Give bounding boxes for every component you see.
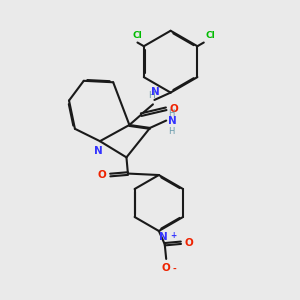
Text: N: N — [159, 232, 168, 242]
Text: H: H — [148, 91, 155, 100]
Text: -: - — [173, 265, 176, 274]
Text: +: + — [170, 231, 176, 240]
Text: N: N — [151, 87, 160, 97]
Text: O: O — [98, 170, 107, 180]
Text: Cl: Cl — [133, 32, 142, 40]
Text: O: O — [184, 238, 193, 248]
Text: O: O — [170, 104, 178, 114]
Text: H: H — [168, 109, 174, 118]
Text: Cl: Cl — [205, 32, 215, 40]
Text: H: H — [168, 127, 174, 136]
Text: O: O — [162, 263, 171, 273]
Text: N: N — [168, 116, 176, 126]
Text: N: N — [94, 146, 102, 157]
